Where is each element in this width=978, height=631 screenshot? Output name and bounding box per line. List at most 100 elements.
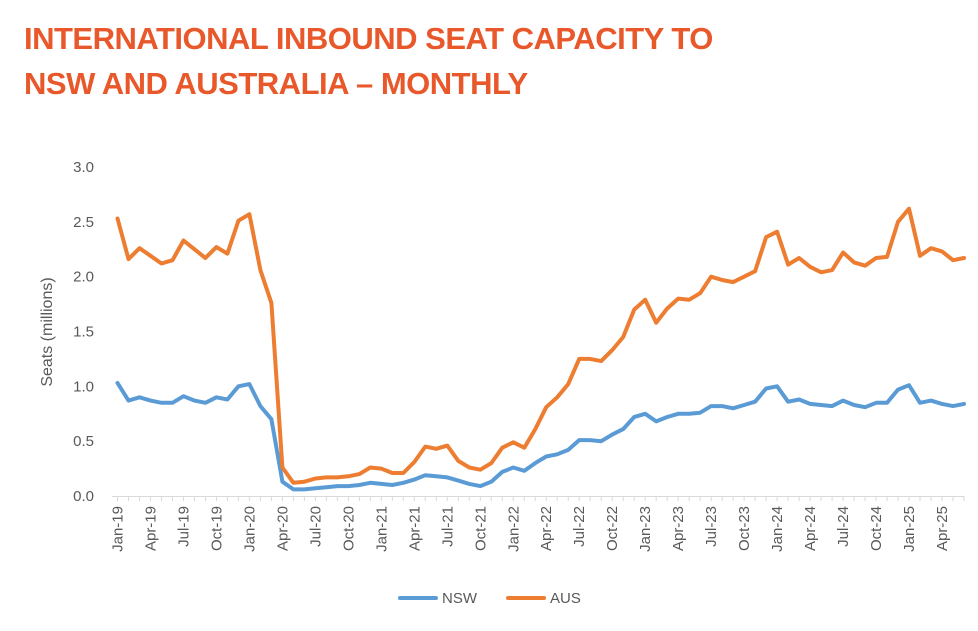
x-tick-label: Apr-21 xyxy=(406,506,423,551)
data-point-nsw xyxy=(644,412,647,415)
x-tick-label: Jul-23 xyxy=(703,506,720,547)
data-point-nsw xyxy=(589,438,592,442)
data-point-nsw xyxy=(786,400,790,403)
data-point-aus xyxy=(369,466,372,469)
y-tick-label: 1.0 xyxy=(73,378,94,395)
data-point-nsw xyxy=(545,455,548,458)
data-point-aus xyxy=(325,476,328,479)
data-point-nsw xyxy=(138,396,141,399)
legend: NSW AUS xyxy=(398,590,581,607)
data-point-aus xyxy=(479,468,482,471)
data-point-nsw xyxy=(303,488,306,491)
data-point-nsw xyxy=(358,483,361,487)
x-tick-label: Jul-24 xyxy=(835,506,852,547)
data-point-nsw xyxy=(962,402,966,406)
data-point-nsw xyxy=(874,401,878,404)
x-tick-label: Oct-21 xyxy=(472,506,489,551)
data-point-aus xyxy=(226,252,229,255)
data-point-aus xyxy=(545,406,548,409)
x-tick-label: Apr-19 xyxy=(142,506,159,551)
x-tick-label: Jan-20 xyxy=(241,506,258,552)
x-tick-label: Jan-24 xyxy=(769,506,786,552)
data-point-aus xyxy=(731,280,735,284)
data-point-nsw xyxy=(380,482,383,486)
data-point-aus xyxy=(556,396,559,399)
data-point-aus xyxy=(699,291,702,295)
data-point-nsw xyxy=(413,478,416,481)
data-point-nsw xyxy=(435,475,438,478)
data-point-aus xyxy=(413,460,416,464)
data-point-nsw xyxy=(742,403,746,407)
data-point-nsw xyxy=(951,404,955,408)
data-point-aus xyxy=(512,441,515,444)
data-point-aus xyxy=(116,217,119,220)
series-line-aus xyxy=(115,206,966,485)
page-title: INTERNATIONAL INBOUND SEAT CAPACITY TO N… xyxy=(24,16,713,106)
data-point-aus xyxy=(193,248,196,251)
data-point-nsw xyxy=(248,382,251,386)
data-point-nsw xyxy=(314,487,317,490)
data-point-aus xyxy=(764,236,768,239)
data-point-nsw xyxy=(501,470,504,474)
x-tick-label: Apr-23 xyxy=(670,506,687,551)
x-tick-label: Apr-22 xyxy=(538,506,555,551)
axes: 0.0 0.5 1.0 1.5 2.0 2.5 3.0 Seats (millions) Jan… xyxy=(39,159,965,552)
data-point-aus xyxy=(468,466,471,469)
data-point-nsw xyxy=(490,480,493,483)
data-point-aus xyxy=(281,466,284,469)
y-tick-label: 2.5 xyxy=(73,214,94,231)
x-tick-label: Oct-22 xyxy=(604,506,621,551)
x-tick-label: Jan-19 xyxy=(109,506,126,552)
y-axis-title: Seats (millions) xyxy=(39,277,56,386)
x-tick-label: Jul-21 xyxy=(439,506,456,547)
data-point-nsw xyxy=(907,384,911,387)
data-point-aus xyxy=(391,471,394,475)
data-point-nsw xyxy=(764,387,768,390)
data-point-aus xyxy=(204,256,207,260)
data-point-nsw xyxy=(391,483,394,487)
legend-label-nsw: NSW xyxy=(442,590,478,607)
x-tick-label: Apr-20 xyxy=(274,506,291,551)
data-point-aus xyxy=(149,254,152,257)
data-point-aus xyxy=(929,247,933,250)
data-point-nsw xyxy=(402,481,405,484)
data-point-nsw xyxy=(775,385,779,388)
data-point-aus xyxy=(160,262,163,265)
data-point-nsw xyxy=(830,404,834,408)
title-line-1: INTERNATIONAL INBOUND SEAT CAPACITY TO xyxy=(24,21,713,56)
x-tick-label: Oct-24 xyxy=(868,506,885,551)
data-point-aus xyxy=(303,480,306,483)
data-point-nsw xyxy=(655,420,658,423)
data-point-nsw xyxy=(863,406,867,409)
data-point-nsw xyxy=(336,484,339,488)
data-point-nsw xyxy=(929,399,933,402)
data-point-aus xyxy=(688,298,691,301)
y-tick-label: 0.0 xyxy=(73,488,94,505)
data-point-nsw xyxy=(688,412,691,415)
data-point-aus xyxy=(962,256,966,260)
data-point-aus xyxy=(841,251,845,254)
data-point-aus xyxy=(380,467,383,470)
x-tick-label: Jan-22 xyxy=(505,506,522,552)
data-point-aus xyxy=(709,275,713,278)
data-point-aus xyxy=(490,461,493,465)
data-point-nsw xyxy=(677,412,680,415)
data-point-aus xyxy=(611,348,614,352)
data-point-nsw xyxy=(512,466,515,469)
data-point-nsw xyxy=(611,433,614,436)
x-tick-label: Jan-21 xyxy=(373,506,390,552)
y-tick-label: 3.0 xyxy=(73,159,94,176)
x-tick-label: Oct-23 xyxy=(736,506,753,551)
data-point-nsw xyxy=(578,438,581,442)
data-point-nsw xyxy=(808,402,812,406)
data-point-aus xyxy=(424,445,427,448)
data-point-aus xyxy=(742,275,746,278)
data-point-aus xyxy=(940,250,944,253)
y-tick-label: 2.0 xyxy=(73,269,94,286)
data-point-nsw xyxy=(918,401,922,404)
data-point-aus xyxy=(534,427,537,431)
data-point-aus xyxy=(567,382,570,386)
data-point-aus xyxy=(633,308,636,311)
data-point-nsw xyxy=(369,481,372,484)
data-point-aus xyxy=(270,301,273,305)
